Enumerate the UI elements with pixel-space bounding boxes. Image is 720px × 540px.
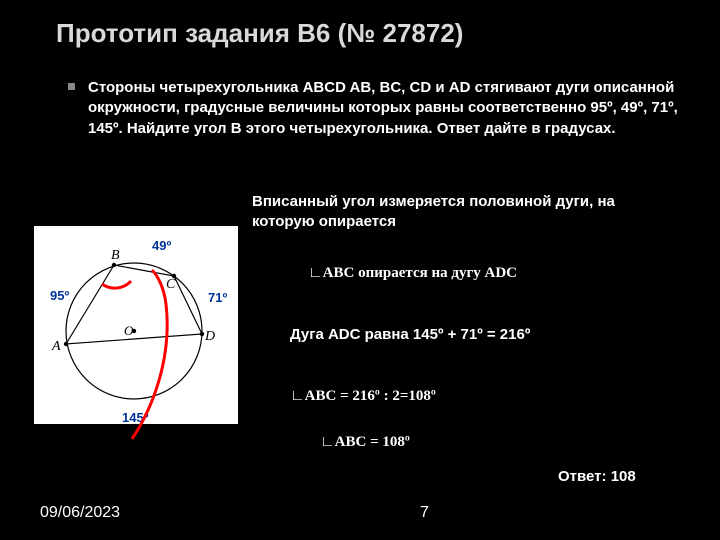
page-title: Прототип задания B6 (№ 27872) [56, 18, 463, 49]
label-O: O [124, 323, 134, 338]
arc-label-BC: 49º [152, 238, 171, 253]
bullet-icon [68, 83, 75, 90]
point-B [112, 263, 116, 267]
problem-text: Стороны четырехугольника ABCD AB, BC, CD… [88, 78, 688, 139]
label-B: B [111, 248, 120, 263]
inscribed-angle-note: Вписанный угол измеряется половиной дуги… [252, 192, 672, 231]
arc-label-AB: 95º [50, 288, 69, 303]
geometry-diagram: O A B C D 95º 49º 71º 145º [34, 226, 238, 446]
arc-label-CD: 71º [208, 290, 227, 305]
label-A: A [51, 339, 61, 354]
step-arc-ref: ∟ABC опирается на дугу ADC [308, 265, 517, 282]
point-A [64, 342, 68, 346]
label-C: C [166, 277, 176, 292]
step-result: ∟ABC = 108º [320, 434, 410, 451]
diagram-bg [34, 226, 238, 424]
step-arc-sum: Дуга ADC равна 145º + 71º = 216º [290, 326, 530, 343]
point-D [200, 332, 204, 336]
label-D: D [204, 329, 215, 344]
slide-date: 09/06/2023 [40, 504, 120, 522]
step-divide: ∟ABC = 216º : 2=108º [290, 388, 436, 405]
slide-page-number: 7 [420, 504, 429, 522]
answer-text: Ответ: 108 [558, 468, 636, 485]
